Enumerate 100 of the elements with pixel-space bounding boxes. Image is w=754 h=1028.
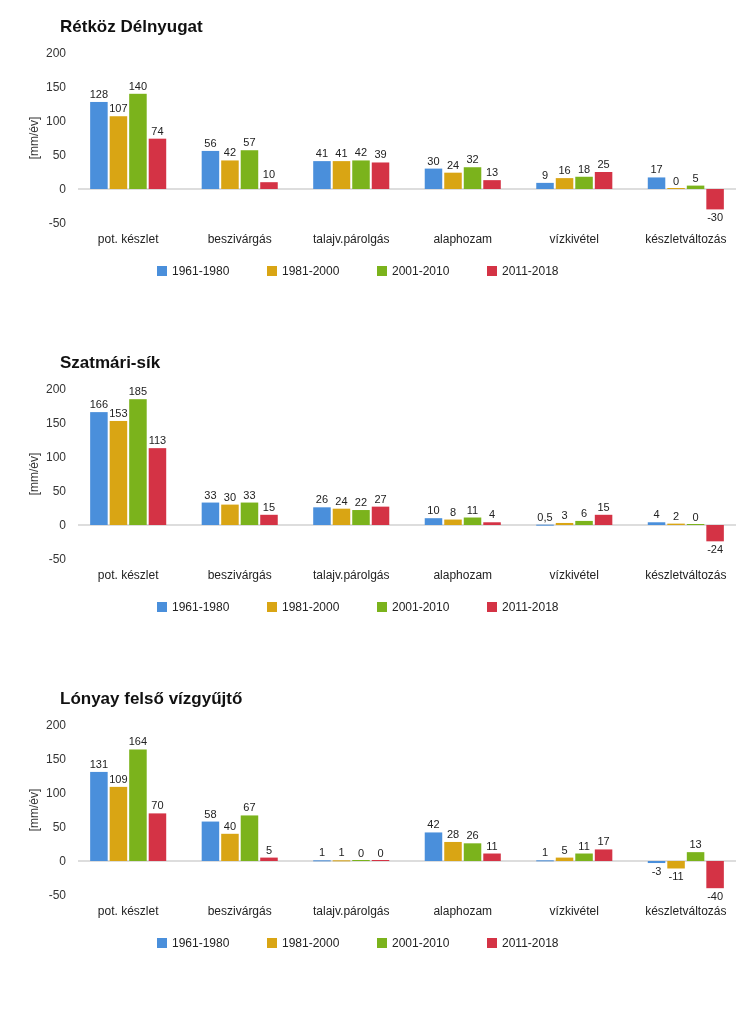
y-tick-label: 50 — [52, 148, 67, 162]
bar — [536, 182, 554, 189]
data-label: -40 — [707, 890, 724, 903]
data-label: 42 — [223, 146, 237, 159]
legend-label: 2001-2010 — [392, 936, 450, 950]
y-tick-label: -50 — [48, 216, 67, 230]
data-label: 41 — [335, 147, 348, 160]
y-tick-label: 100 — [45, 114, 67, 128]
bar — [667, 861, 685, 869]
y-tick-label: 50 — [52, 484, 67, 498]
bar — [647, 177, 666, 189]
y-tick-label: 150 — [45, 752, 67, 766]
bar — [90, 771, 108, 861]
bar — [148, 448, 167, 525]
data-label: 42 — [427, 818, 440, 831]
bar — [483, 180, 501, 189]
legend-label: 2011-2018 — [502, 264, 559, 278]
y-axis-title: [mm/év] — [27, 116, 41, 160]
data-label: 57 — [243, 136, 256, 149]
bar — [594, 514, 613, 525]
x-tick-label: alaphozam — [433, 232, 493, 246]
data-label: 6 — [580, 506, 588, 519]
bar — [201, 821, 220, 861]
x-tick-label: talajv.párolgás — [312, 904, 390, 918]
x-tick-label: beszivárgás — [207, 904, 272, 918]
data-label: 74 — [151, 124, 164, 137]
data-label: 10 — [262, 168, 276, 181]
y-tick-label: -50 — [48, 552, 67, 566]
y-tick-label: 100 — [45, 450, 67, 464]
bar — [444, 172, 462, 189]
bar — [594, 172, 613, 189]
y-tick-label: 100 — [45, 786, 67, 800]
legend-label: 1981-2000 — [282, 600, 340, 614]
bar — [240, 502, 259, 525]
bar — [463, 517, 482, 525]
data-label: 26 — [315, 493, 329, 506]
x-tick-label: talajv.párolgás — [312, 232, 390, 246]
x-tick-label: pot. készlet — [97, 904, 160, 918]
bar — [575, 853, 593, 861]
data-label: 107 — [109, 102, 128, 115]
bar — [575, 176, 593, 189]
bar — [424, 168, 443, 189]
data-label: 8 — [449, 505, 457, 518]
bar — [260, 514, 278, 525]
bar — [221, 504, 239, 525]
data-label: 25 — [597, 158, 610, 170]
bar — [221, 833, 239, 861]
data-label: 27 — [374, 492, 387, 505]
legend-label: 1981-2000 — [282, 264, 340, 278]
bar — [706, 189, 724, 210]
bar — [332, 161, 351, 189]
legend-label: 1961-1980 — [172, 264, 230, 278]
legend-label: 2011-2018 — [502, 600, 559, 614]
data-label: 4 — [488, 508, 496, 521]
bar — [463, 843, 482, 861]
bar — [444, 519, 462, 525]
x-tick-label: készletváltozás — [645, 568, 727, 582]
bar — [240, 815, 259, 861]
y-tick-label: -50 — [48, 888, 67, 902]
bar — [371, 506, 390, 525]
bar — [240, 150, 259, 189]
bar — [424, 518, 443, 525]
bar — [109, 116, 128, 189]
bar — [463, 167, 482, 189]
data-label: 15 — [262, 500, 276, 513]
data-label: 0,5 — [537, 510, 553, 523]
data-label: 1 — [338, 846, 345, 859]
data-label: 0 — [357, 847, 365, 859]
data-label: 2 — [672, 509, 680, 522]
data-label: 11 — [466, 503, 479, 516]
y-axis-title: [mm/év] — [27, 788, 41, 832]
x-tick-label: talajv.párolgás — [312, 568, 390, 582]
data-label: 28 — [446, 827, 460, 840]
data-label: 15 — [597, 500, 610, 513]
x-tick-label: vízkivétel — [549, 568, 599, 582]
bar — [686, 852, 705, 861]
x-tick-label: pot. készlet — [97, 568, 160, 582]
data-label: 67 — [243, 801, 256, 814]
bar — [129, 93, 147, 189]
data-label: 128 — [89, 87, 109, 100]
data-label: 17 — [597, 835, 610, 848]
data-label: 9 — [541, 168, 549, 181]
data-label: 58 — [204, 807, 217, 820]
data-label: 5 — [265, 843, 273, 856]
data-label: 109 — [109, 772, 128, 785]
bar — [332, 508, 351, 525]
data-label: 153 — [109, 406, 128, 419]
x-tick-label: beszivárgás — [207, 232, 272, 246]
data-label: 13 — [485, 166, 499, 179]
bar — [352, 510, 370, 525]
data-label: 113 — [148, 434, 167, 447]
y-tick-label: 200 — [45, 46, 67, 60]
bar — [313, 507, 331, 525]
y-tick-label: 0 — [59, 518, 67, 532]
data-label: 4 — [653, 508, 660, 521]
data-label: 24 — [335, 494, 348, 507]
bar — [129, 749, 147, 861]
data-label: 5 — [561, 843, 568, 856]
legend-label: 1961-1980 — [172, 600, 230, 614]
bar — [201, 150, 220, 189]
